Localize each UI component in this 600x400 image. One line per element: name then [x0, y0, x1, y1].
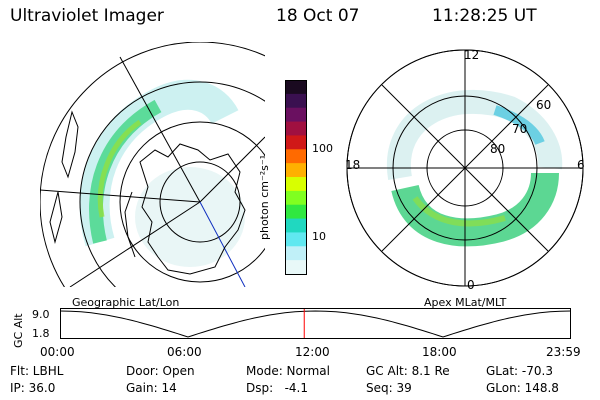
info-door: Door: Open — [126, 364, 195, 378]
x-tick-0000: 00:00 — [40, 345, 75, 359]
altitude-plot — [60, 308, 571, 339]
terminator-line — [199, 201, 246, 287]
peninsula-coast — [124, 191, 136, 258]
colorbar-segment — [285, 93, 307, 109]
lat-circle — [79, 81, 265, 287]
colorbar-tick-100: 100 — [312, 142, 333, 155]
mlat-label-60: 60 — [536, 98, 552, 112]
aurora-halo — [386, 89, 563, 180]
antarctica-coast — [139, 143, 246, 275]
colorbar-segment — [285, 149, 307, 164]
info-mode: Mode: Normal — [246, 364, 330, 378]
lat-circle — [40, 42, 265, 287]
colorbar-segment — [285, 107, 307, 123]
colorbar-segment — [285, 177, 307, 192]
colorbar-segment — [285, 80, 307, 95]
colorbar-segment — [285, 135, 307, 150]
island-coast — [49, 191, 63, 244]
mlat-label-80: 80 — [490, 142, 506, 156]
time-label: 11:28:25 UT — [432, 6, 537, 26]
altitude-curve — [60, 310, 571, 338]
left-panel-label: Geographic Lat/Lon — [72, 296, 180, 309]
x-tick-2359: 23:59 — [546, 345, 581, 359]
new-zealand-coast — [61, 110, 79, 179]
colorbar-segment — [285, 260, 307, 275]
aurora-core — [412, 196, 506, 227]
meridian-line — [40, 189, 201, 203]
aurora-patch — [493, 105, 545, 146]
info-flt: Flt: LBHL — [10, 364, 64, 378]
info-ip: IP: 36.0 — [10, 381, 56, 395]
colorbar-segment — [285, 163, 307, 178]
x-tick-0600: 06:00 — [167, 345, 202, 359]
colorbar-segment — [285, 121, 307, 136]
info-dsp: Dsp: -4.1 — [246, 381, 309, 395]
meridian-line — [119, 56, 201, 203]
altitude-y-bottom: 1.8 — [32, 327, 50, 340]
info-gc-alt: GC Alt: 8.1 Re — [366, 364, 450, 378]
date-label: 18 Oct 07 — [276, 6, 360, 26]
info-glon: GLon: 148.8 — [486, 381, 559, 395]
lat-circle — [119, 121, 265, 283]
meridian-line — [199, 136, 265, 203]
colorbar-segment — [285, 232, 307, 247]
meridian-line — [69, 201, 201, 287]
colorbar-segment — [285, 190, 307, 206]
geographic-map — [40, 42, 265, 287]
aurora-core — [97, 119, 142, 218]
mlt-polar-plot — [346, 49, 584, 287]
diffuse-glow — [135, 167, 245, 267]
altitude-ylabel: GC Alt — [12, 313, 25, 348]
mlt-label-12: 12 — [464, 48, 480, 62]
colorbar-segment — [285, 204, 307, 220]
colorbar-unit-label: photon cm⁻²s⁻¹ — [258, 154, 271, 240]
mlt-label-0: 0 — [467, 278, 475, 292]
mlt-label-6: 6 — [577, 158, 585, 172]
info-glat: GLat: -70.3 — [486, 364, 553, 378]
right-panel-label: Apex MLat/MLT — [424, 296, 507, 309]
info-seq: Seq: 39 — [366, 381, 412, 395]
colorbar-tick-10: 10 — [312, 230, 326, 243]
colorbar-segment — [285, 246, 307, 261]
mlt-label-18: 18 — [345, 158, 361, 172]
mlat-label-70: 70 — [512, 122, 528, 136]
aurora-band — [391, 172, 559, 247]
x-tick-1800: 18:00 — [422, 345, 457, 359]
colorbar-segment — [285, 218, 307, 233]
info-gain: Gain: 14 — [126, 381, 177, 395]
instrument-title: Ultraviolet Imager — [10, 6, 164, 26]
colorbar — [285, 80, 307, 275]
altitude-y-top: 9.0 — [32, 308, 50, 321]
x-tick-1200: 12:00 — [295, 345, 330, 359]
